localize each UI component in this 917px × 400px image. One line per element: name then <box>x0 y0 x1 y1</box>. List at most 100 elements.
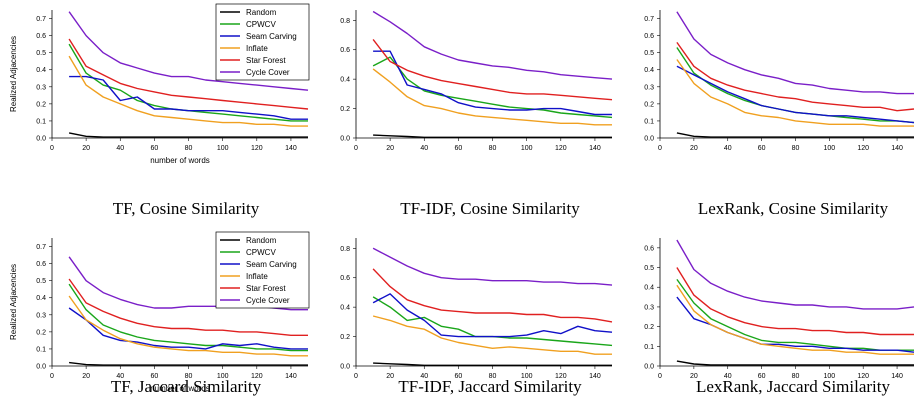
y-tick-label: 0.3 <box>36 312 46 319</box>
series-line-star-forest <box>676 267 914 336</box>
y-tick-label: 0.5 <box>644 50 654 57</box>
y-tick-label: 0.2 <box>36 101 46 108</box>
legend-entry: Seam Carving <box>246 260 297 269</box>
y-tick-label: 0.6 <box>340 47 350 54</box>
legend-entry: CPWCV <box>246 20 276 29</box>
y-tick-label: 0.2 <box>644 101 654 108</box>
x-tick-label: 40 <box>116 373 124 380</box>
panel-caption: TF, Jaccard Similarity <box>111 377 262 396</box>
x-tick-label: 140 <box>891 373 903 380</box>
x-tick-label: 80 <box>792 373 800 380</box>
series-line-seam-carving <box>373 50 612 116</box>
y-tick-label: 0.0 <box>36 364 46 371</box>
y-tick-label: 0.5 <box>36 278 46 285</box>
series-line-cycle-cover <box>372 10 613 80</box>
series-line-inflate <box>68 295 308 357</box>
y-tick-label: 0.4 <box>644 67 654 74</box>
legend-entry: Seam Carving <box>246 32 297 41</box>
x-tick-label: 140 <box>589 145 601 152</box>
legend-entry: Random <box>246 236 277 245</box>
x-tick-label: 120 <box>857 373 869 380</box>
panel-caption: LexRank, Jaccard Similarity <box>696 377 891 396</box>
y-tick-label: 0.1 <box>644 344 654 351</box>
series-line-inflate <box>676 284 914 355</box>
y-tick-label: 0.0 <box>340 364 350 371</box>
x-tick-label: 80 <box>489 373 497 380</box>
x-tick-label: 0 <box>354 373 358 380</box>
series-line-inflate <box>68 55 308 127</box>
x-tick-label: 140 <box>285 145 297 152</box>
y-tick-label: 0.4 <box>36 295 46 302</box>
x-tick-label: 140 <box>589 373 601 380</box>
x-tick-label: 120 <box>555 373 567 380</box>
y-tick-label: 0.6 <box>36 33 46 40</box>
x-tick-label: 60 <box>151 145 159 152</box>
x-tick-label: 140 <box>891 145 903 152</box>
x-tick-label: 100 <box>217 145 229 152</box>
y-tick-label: 0.6 <box>36 261 46 268</box>
series-line-random <box>373 134 612 139</box>
x-tick-label: 40 <box>116 145 124 152</box>
legend-box <box>215 231 310 309</box>
y-tick-label: 0.6 <box>644 33 654 40</box>
x-tick-label: 120 <box>857 145 869 152</box>
y-axis-label: Realized Adjacencies <box>9 264 18 340</box>
series-line-inflate <box>372 68 612 126</box>
x-tick-label: 80 <box>489 145 497 152</box>
legend-entry: Inflate <box>246 272 268 281</box>
x-tick-label: 80 <box>792 145 800 152</box>
y-tick-label: 0.2 <box>340 334 350 341</box>
y-tick-label: 0.5 <box>36 50 46 57</box>
y-tick-label: 0.8 <box>340 246 350 253</box>
series-line-cycle-cover <box>372 247 613 286</box>
series-line-star-forest <box>372 268 613 323</box>
x-tick-label: 60 <box>151 373 159 380</box>
series-line-random <box>676 132 914 138</box>
y-tick-label: 0.7 <box>644 16 654 23</box>
panel-caption: TF-IDF, Cosine Similarity <box>400 199 580 218</box>
legend-entry: Cycle Cover <box>246 296 290 305</box>
chart-panel: 0 20 40 60 80 100 120 140 0.0 0.2 0.4 0.6 0.8 TF-IDF,… <box>340 10 613 218</box>
y-tick-label: 0.1 <box>644 118 654 125</box>
series-line-cpwcv <box>676 278 914 351</box>
x-tick-label: 120 <box>251 373 263 380</box>
chart-panel: 0 20 40 60 80 100 120 140 0.0 0.1 0.2 0.3 0.4 0.5 0.6 L… <box>644 238 915 396</box>
x-axis-label: number of words <box>150 156 210 165</box>
y-axis-label: Realized Adjacencies <box>9 36 18 112</box>
y-tick-label: 0.4 <box>36 67 46 74</box>
y-tick-label: 0.3 <box>644 84 654 91</box>
x-tick-label: 100 <box>823 373 835 380</box>
chart-panel: 0 20 40 60 80 100 120 140 0.0 0.1 0.2 0.3 0.4 0.5 0.6 0… <box>9 231 310 396</box>
x-tick-label: 20 <box>690 373 698 380</box>
x-tick-label: 120 <box>251 145 263 152</box>
legend-entry: Star Forest <box>246 56 286 65</box>
legend-entry: Star Forest <box>246 284 286 293</box>
x-tick-label: 140 <box>285 373 297 380</box>
y-tick-label: 0.0 <box>644 364 654 371</box>
y-tick-label: 0.6 <box>644 245 654 252</box>
series-line-inflate <box>372 315 612 355</box>
series-line-star-forest <box>372 38 613 101</box>
y-tick-label: 0.2 <box>340 106 350 113</box>
x-tick-label: 60 <box>455 373 463 380</box>
x-tick-label: 20 <box>386 145 394 152</box>
y-tick-label: 0.4 <box>340 77 350 84</box>
y-tick-label: 0.0 <box>36 136 46 143</box>
legend-box <box>215 3 310 81</box>
y-tick-label: 0.2 <box>644 324 654 331</box>
panel-caption: TF, Cosine Similarity <box>113 199 260 218</box>
x-tick-label: 40 <box>420 373 428 380</box>
x-tick-label: 100 <box>521 145 533 152</box>
x-tick-label: 80 <box>185 373 193 380</box>
x-axis-label: number of words <box>150 384 210 393</box>
x-tick-label: 20 <box>386 373 394 380</box>
y-tick-label: 0.5 <box>644 265 654 272</box>
x-tick-label: 60 <box>758 373 766 380</box>
x-tick-label: 100 <box>823 145 835 152</box>
series-line-cpwcv <box>68 283 308 352</box>
x-tick-label: 0 <box>658 145 662 152</box>
y-tick-label: 0.0 <box>644 136 654 143</box>
series-line-cpwcv <box>676 47 915 124</box>
y-tick-label: 0.3 <box>36 84 46 91</box>
